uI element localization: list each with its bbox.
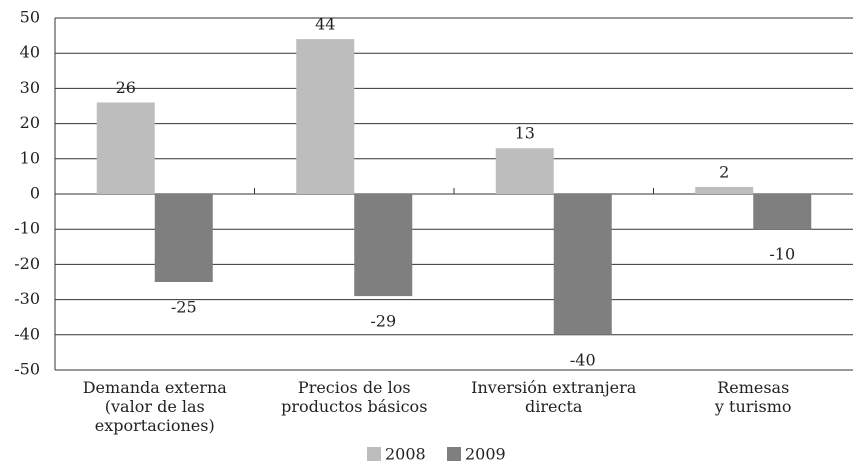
- bar: [96, 102, 155, 194]
- legend-label: 2008: [385, 445, 426, 464]
- value-label: -29: [370, 312, 396, 331]
- x-tick-label: Remesas y turismo: [714, 378, 792, 416]
- bar: [695, 186, 754, 194]
- y-tick-label: -10: [14, 219, 40, 238]
- y-tick-label: 40: [20, 43, 40, 62]
- x-tick-label: Inversión extranjera directa: [471, 378, 637, 416]
- value-label: 2: [719, 162, 729, 181]
- y-tick-label: 20: [20, 113, 40, 132]
- value-label: 44: [315, 15, 335, 34]
- bar: [154, 194, 213, 282]
- y-tick-label: -30: [14, 289, 40, 308]
- value-label: -40: [570, 350, 596, 369]
- y-tick-label: 30: [20, 78, 40, 97]
- x-tick-label: Demanda externa (valor de las exportacione…: [83, 378, 228, 435]
- legend-label: 2009: [465, 445, 506, 464]
- value-label: -25: [171, 298, 197, 317]
- bar: [495, 148, 554, 194]
- bar: [296, 39, 355, 195]
- x-tick-label: Precios de los productos básicos: [281, 378, 427, 416]
- legend-swatch: [367, 447, 381, 461]
- y-tick-label: 50: [20, 8, 40, 27]
- value-label: 26: [116, 78, 136, 97]
- bar: [553, 194, 612, 335]
- value-label: 13: [515, 124, 535, 143]
- bar: [753, 194, 812, 230]
- y-tick-label: -40: [14, 324, 40, 343]
- legend-swatch: [447, 447, 461, 461]
- y-tick-label: 0: [30, 184, 40, 203]
- bar: [354, 194, 413, 297]
- y-tick-label: 10: [20, 148, 40, 167]
- y-tick-label: -20: [14, 254, 40, 273]
- value-label: -10: [769, 245, 795, 264]
- y-tick-label: -50: [14, 360, 40, 379]
